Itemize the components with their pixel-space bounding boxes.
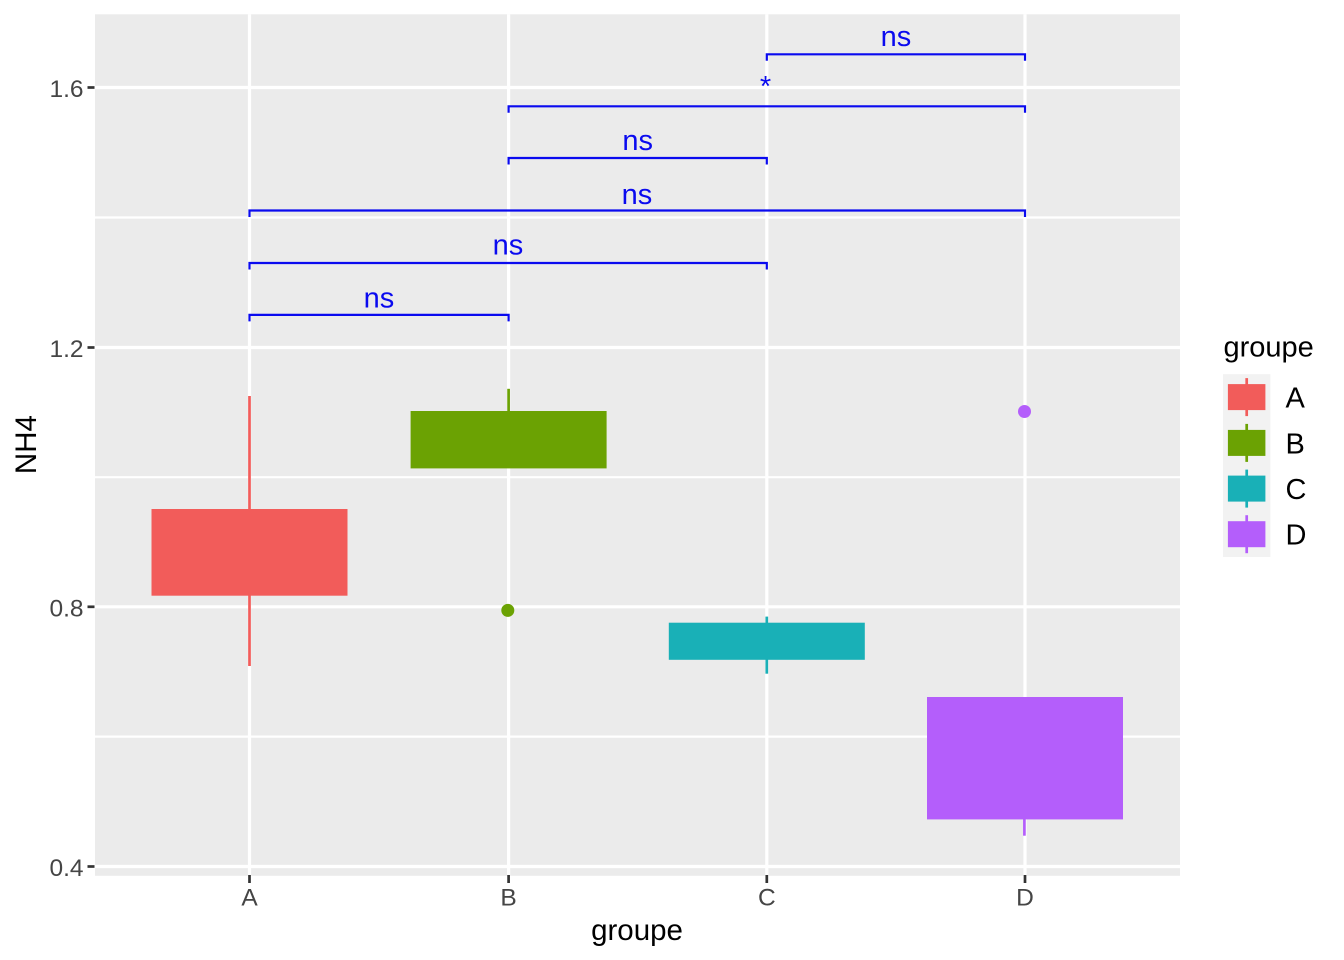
svg-text:NH4: NH4	[10, 415, 43, 474]
svg-text:ns: ns	[622, 125, 653, 157]
svg-text:C: C	[1286, 474, 1307, 506]
svg-text:*: *	[760, 71, 771, 103]
svg-text:B: B	[500, 885, 516, 912]
svg-text:ns: ns	[881, 21, 912, 53]
svg-text:groupe: groupe	[591, 914, 683, 947]
svg-text:0.4: 0.4	[49, 855, 83, 882]
svg-text:1.6: 1.6	[49, 76, 83, 103]
svg-text:C: C	[758, 885, 776, 912]
svg-text:D: D	[1286, 520, 1307, 552]
svg-text:ns: ns	[364, 283, 395, 315]
svg-text:A: A	[1286, 383, 1306, 415]
svg-text:1.2: 1.2	[49, 336, 83, 363]
svg-text:D: D	[1016, 885, 1034, 912]
svg-text:A: A	[241, 885, 258, 912]
svg-text:groupe: groupe	[1224, 332, 1314, 364]
svg-text:ns: ns	[622, 179, 653, 211]
svg-text:ns: ns	[493, 230, 524, 262]
svg-text:B: B	[1286, 428, 1305, 460]
svg-text:0.8: 0.8	[49, 596, 83, 623]
